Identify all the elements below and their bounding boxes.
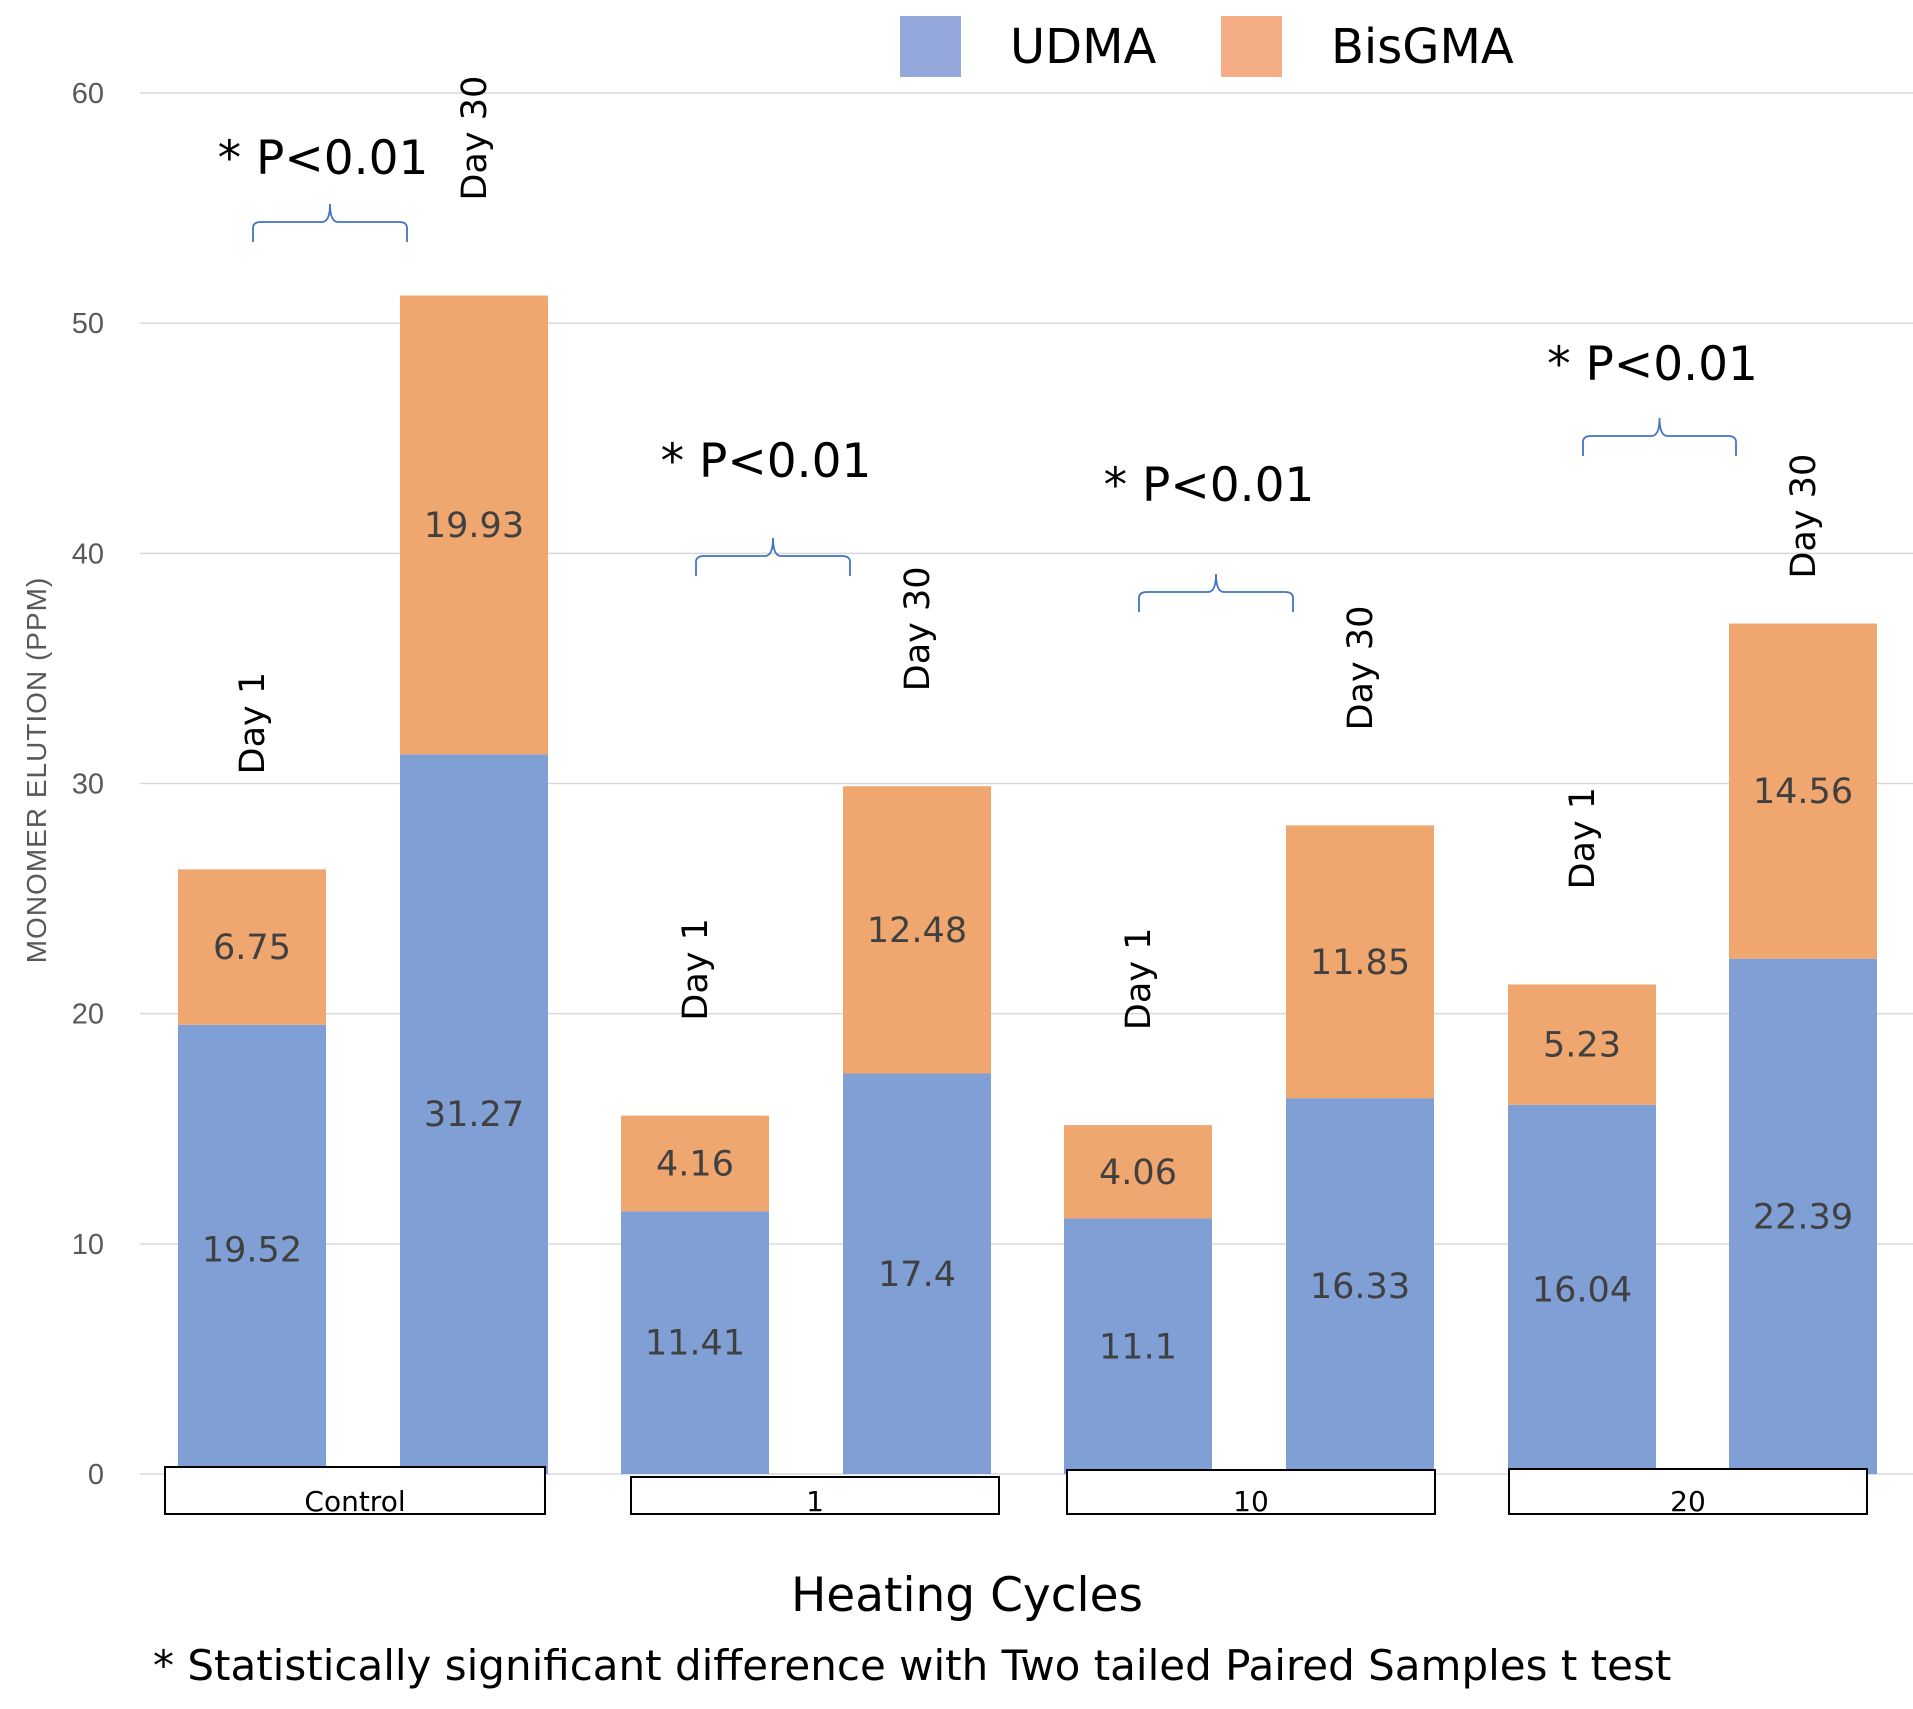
data-label-bisgma: 12.48	[867, 911, 967, 951]
category-label: Day 1	[676, 918, 716, 1021]
group-box	[1508, 1468, 1868, 1515]
group-box	[164, 1466, 546, 1515]
significance-annotation: * P<0.01	[218, 131, 429, 186]
bar-bisgma	[178, 869, 326, 1025]
bar-udma	[843, 1073, 991, 1474]
legend-label: BisGMA	[1331, 19, 1514, 75]
group-label: 1	[806, 1485, 824, 1518]
significance-annotation: * P<0.01	[1547, 337, 1758, 392]
significance-annotation: * P<0.01	[1104, 458, 1315, 513]
bar-bisgma	[1729, 623, 1877, 959]
bar-bisgma	[1508, 984, 1656, 1105]
group-box	[630, 1476, 1000, 1515]
group-label: 10	[1233, 1485, 1269, 1518]
bar-bisgma	[621, 1115, 769, 1212]
data-label-bisgma: 5.23	[1543, 1026, 1621, 1066]
category-label: Day 1	[233, 672, 273, 775]
data-label-udma: 16.04	[1532, 1270, 1632, 1310]
group-labels: Control 1 10 20	[164, 1466, 1868, 1518]
category-label: Day 30	[1341, 606, 1381, 731]
data-label-udma: 16.33	[1310, 1267, 1410, 1307]
bar-udma	[400, 754, 548, 1474]
data-label-udma: 11.41	[645, 1324, 745, 1364]
y-tick-label: 0	[88, 1459, 104, 1491]
data-label-udma: 31.27	[424, 1095, 524, 1135]
significance-annotation: * P<0.01	[661, 434, 872, 489]
category-label: Day 1	[1119, 928, 1159, 1031]
significance-brace	[252, 203, 408, 242]
legend-label: UDMA	[1010, 19, 1157, 75]
bar-udma	[1064, 1218, 1212, 1474]
bar-bisgma	[1286, 825, 1434, 1099]
category-label: Day 30	[455, 76, 495, 201]
legend: UDMA BisGMA	[900, 16, 1514, 77]
bars	[178, 295, 1877, 1474]
y-tick-label: 60	[72, 78, 104, 110]
x-axis-title: Heating Cycles	[791, 1568, 1143, 1623]
y-tick-label: 20	[72, 999, 104, 1031]
group-box	[1066, 1469, 1436, 1515]
significance-brace	[1138, 573, 1294, 612]
bar-udma	[1508, 1104, 1656, 1474]
y-tick-label: 30	[72, 769, 104, 801]
group-label: 20	[1670, 1485, 1706, 1518]
data-labels: 19.52 6.75 Day 1 31.27 19.93 Day 30 11.41 4.16 D…	[202, 76, 1853, 1367]
y-axis-ticks: 0 10 20 30 40 50 60	[72, 78, 104, 1491]
data-label-bisgma: 4.16	[656, 1145, 734, 1185]
data-label-udma: 11.1	[1099, 1327, 1177, 1367]
group-label: Control	[304, 1485, 405, 1518]
category-label: Day 30	[898, 566, 938, 691]
bar-bisgma	[843, 786, 991, 1074]
data-label-bisgma: 14.56	[1753, 772, 1853, 812]
bar-bisgma	[400, 295, 548, 755]
legend-swatch	[900, 16, 961, 77]
data-label-udma: 17.4	[878, 1255, 956, 1295]
data-label-bisgma: 4.06	[1099, 1153, 1177, 1193]
y-tick-label: 10	[72, 1229, 104, 1261]
legend-swatch	[1221, 16, 1282, 77]
category-label: Day 1	[1563, 787, 1603, 890]
data-label-bisgma: 19.93	[424, 506, 524, 546]
significance-brace	[695, 537, 851, 576]
y-axis-title: MONOMER ELUTION (PPM)	[21, 577, 52, 964]
category-label: Day 30	[1784, 454, 1824, 579]
data-label-udma: 19.52	[202, 1230, 302, 1270]
significance-brace	[1582, 417, 1737, 456]
data-label-bisgma: 6.75	[213, 928, 291, 968]
bar-bisgma	[1064, 1125, 1212, 1219]
footnote: * Statistically significant difference w…	[153, 1641, 1671, 1690]
y-tick-label: 40	[72, 538, 104, 570]
bar-udma	[1729, 958, 1877, 1474]
data-label-udma: 22.39	[1753, 1197, 1853, 1237]
y-tick-label: 50	[72, 308, 104, 340]
bar-udma	[621, 1211, 769, 1474]
bar-udma	[1286, 1098, 1434, 1474]
significance-annotations: * P<0.01 * P<0.01 * P<0.01 * P<0.01	[218, 131, 1758, 612]
data-label-bisgma: 11.85	[1310, 943, 1410, 983]
bar-udma	[178, 1024, 326, 1474]
